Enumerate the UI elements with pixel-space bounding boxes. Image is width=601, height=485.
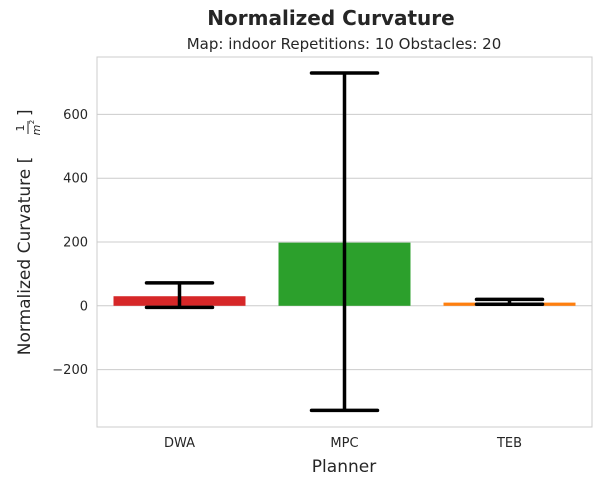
chart-subtitle: Map: indoor Repetitions: 10 Obstacles: 2…	[187, 35, 502, 53]
x-tick-label: DWA	[164, 436, 195, 451]
x-axis-label: Planner	[312, 457, 376, 477]
y-tick-label: −200	[52, 363, 88, 378]
y-axis-label-bracket-open: [	[15, 157, 35, 169]
chart-title: Normalized Curvature	[207, 6, 454, 30]
y-unit-exponent: 2	[28, 120, 36, 124]
y-tick-label: 600	[63, 108, 88, 123]
x-tick-labels: DWA MPC TEB	[164, 436, 522, 451]
x-tick-label: TEB	[496, 436, 522, 451]
error-bars	[144, 71, 545, 413]
plot-area	[96, 56, 593, 428]
y-axis-label: Normalized Curvature [	[15, 157, 35, 355]
y-unit-numerator: 1	[14, 125, 27, 132]
y-tick-label: 400	[63, 172, 88, 187]
y-tick-label: 200	[63, 236, 88, 251]
x-tick-label: MPC	[330, 436, 358, 451]
y-axis-label-group: Normalized Curvature [ 1 m 2 ]	[14, 109, 43, 355]
y-tick-label: 0	[80, 299, 88, 314]
y-tick-labels: −200 0 200 400 600	[52, 108, 88, 378]
y-unit-denominator: m	[30, 125, 43, 136]
y-axis-label-bracket-close: ]	[15, 109, 35, 116]
y-axis-label-text: Normalized Curvature	[15, 169, 35, 355]
